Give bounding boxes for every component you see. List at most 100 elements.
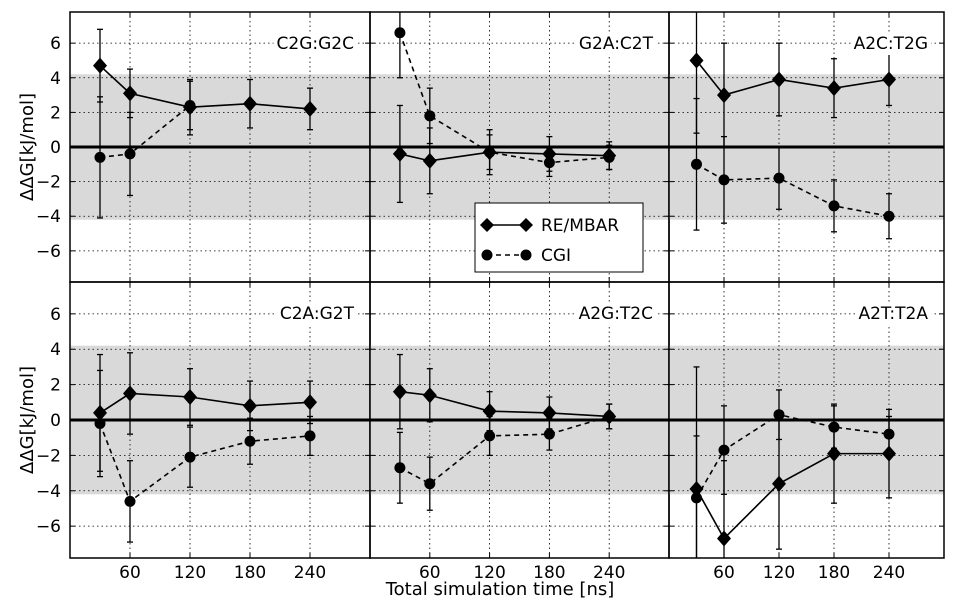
point-cgi <box>94 418 106 430</box>
y-axis-title-bottom: ΔΔG[kJ/mol] <box>17 366 38 474</box>
point-cgi <box>94 151 106 163</box>
y-tick-label: −6 <box>36 517 61 537</box>
point-cgi <box>603 151 615 163</box>
point-remb <box>392 383 407 400</box>
y-tick-label: 6 <box>50 305 61 325</box>
panel-6: 60 120 180 240 A2T:T2A <box>668 281 945 583</box>
x-tick-label: 180 <box>234 563 266 583</box>
panel-data <box>689 366 896 558</box>
point-remb <box>772 71 786 88</box>
point-cgi <box>773 172 785 184</box>
point-cgi <box>691 158 702 170</box>
panel-title-bg <box>850 33 931 55</box>
point-remb <box>482 403 497 420</box>
panel-5: 60 120 180 240 A2G:T2C <box>369 281 670 583</box>
series-line-cgi <box>399 32 610 164</box>
point-cgi <box>484 146 496 158</box>
point-remb <box>93 57 107 74</box>
panel-title-bg <box>855 303 932 325</box>
point-remb <box>689 52 704 69</box>
series-line-cgi <box>696 163 890 218</box>
legend-box <box>474 202 644 273</box>
point-remb <box>422 152 437 169</box>
panel-data <box>93 352 317 543</box>
x-tick-label: 60 <box>419 563 441 583</box>
point-cgi <box>828 200 840 212</box>
point-remb <box>882 445 896 462</box>
point-remb <box>882 71 896 88</box>
x-axis-title: Total simulation time [ns] <box>385 579 615 600</box>
panel-title-bg <box>276 303 358 325</box>
x-tick-label: 240 <box>294 563 326 583</box>
panel-data <box>93 28 317 219</box>
panel-data <box>689 12 896 240</box>
point-remb <box>827 80 841 97</box>
y-axis-titles: ΔΔG[kJ/mol] ΔΔG[kJ/mol] <box>17 93 38 474</box>
x-tick-label: 120 <box>473 563 505 583</box>
panel-3: A2C:T2G <box>668 11 945 283</box>
panel-title: C2G:G2C <box>277 34 354 54</box>
point-cgi <box>124 148 136 160</box>
point-cgi <box>244 435 256 447</box>
point-remb <box>717 87 731 104</box>
x-tick-label: 60 <box>119 563 141 583</box>
point-cgi <box>718 174 730 186</box>
legend-marker-remb-2 <box>519 218 533 232</box>
point-remb <box>717 530 731 547</box>
point-cgi <box>691 492 702 504</box>
point-cgi <box>773 409 785 421</box>
x-tick-label: 240 <box>873 563 905 583</box>
point-cgi <box>124 495 136 507</box>
y-tick-label: −4 <box>36 207 61 227</box>
point-remb <box>123 85 137 102</box>
y-tick-label: 2 <box>50 376 61 396</box>
y-tick-label: 6 <box>50 34 61 54</box>
point-remb <box>243 397 257 414</box>
point-cgi <box>543 428 555 440</box>
legend-marker-cgi-2 <box>520 249 532 261</box>
x-tick-label: 180 <box>533 563 565 583</box>
point-cgi <box>304 430 316 442</box>
y-tick-label: −2 <box>36 446 61 466</box>
panel-title: C2A:G2T <box>280 304 355 324</box>
y-tick-label: −6 <box>36 242 61 262</box>
point-remb <box>542 404 557 421</box>
panel-title-bg <box>575 303 656 325</box>
legend-marker-remb-1 <box>480 218 494 232</box>
panel-4: −6 −4 −2 0 2 4 6 60 120 180 240 C2A:G2T <box>36 281 371 583</box>
point-cgi <box>184 99 196 111</box>
panel-title: G2A:C2T <box>579 34 654 54</box>
x-tick-label: 180 <box>818 563 850 583</box>
point-cgi <box>394 462 406 474</box>
panel-data <box>392 353 617 511</box>
point-cgi <box>184 451 196 463</box>
point-cgi <box>603 410 615 422</box>
panel-data <box>392 12 617 204</box>
y-tick-label: 4 <box>50 340 61 360</box>
point-remb <box>392 145 407 162</box>
panel-title: A2G:T2C <box>579 304 653 324</box>
point-cgi <box>484 430 496 442</box>
y-tick-label: 2 <box>50 103 61 123</box>
x-tick-label: 60 <box>713 563 735 583</box>
legend-marker-cgi-1 <box>481 249 493 261</box>
point-cgi <box>883 428 895 440</box>
point-remb <box>772 475 786 492</box>
x-tick-label: 120 <box>763 563 795 583</box>
point-cgi <box>718 444 730 456</box>
point-remb <box>303 394 317 411</box>
panel-title: A2C:T2G <box>854 34 928 54</box>
point-remb <box>827 445 841 462</box>
panel-1: −6 −4 −2 0 2 4 6 C2G:G2C <box>36 11 371 283</box>
point-remb <box>183 389 197 405</box>
point-cgi <box>828 421 840 433</box>
panel-title-bg <box>575 33 657 55</box>
point-remb <box>123 385 137 402</box>
y-tick-label: 4 <box>50 69 61 89</box>
legend-label-cgi: CGI <box>541 246 571 266</box>
point-cgi <box>883 210 895 222</box>
point-cgi <box>543 157 555 169</box>
x-tick-label: 120 <box>174 563 206 583</box>
panel-title: A2T:T2A <box>858 304 928 324</box>
